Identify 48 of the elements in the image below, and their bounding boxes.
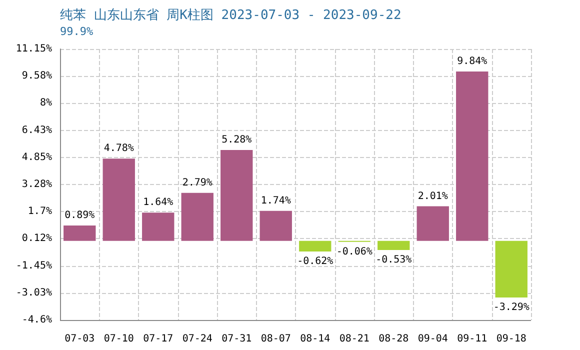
y-tick-label: -1.45% [16, 260, 52, 272]
bar [456, 72, 488, 241]
bar [102, 158, 135, 241]
data-label: 4.78% [104, 143, 134, 154]
data-label: 0.89% [64, 210, 95, 222]
bar [378, 240, 410, 250]
x-tick-label: 08-28 [378, 334, 409, 344]
bar [416, 206, 449, 241]
data-label: 9.84% [457, 56, 488, 68]
x-tick-label: 07-24 [182, 334, 212, 344]
x-tick-label: 09-11 [457, 334, 488, 344]
x-tick-label: 09-04 [418, 334, 448, 344]
bar [495, 240, 528, 298]
data-label: -0.62% [297, 256, 334, 268]
data-label: -0.06% [336, 246, 372, 258]
bar [64, 226, 96, 241]
x-tick-label: 08-07 [260, 334, 291, 344]
data-label: 1.74% [260, 195, 291, 206]
y-tick-label: -3.03% [16, 287, 52, 298]
x-tick-label: 09-18 [496, 334, 526, 344]
data-label: 2.79% [182, 177, 212, 188]
x-tick-label: 07-17 [143, 334, 174, 344]
y-tick-label: 6.43% [22, 124, 52, 136]
chart-title: 纯苯 山东山东省 周K柱图 2023-07-03 - 2023-09-22 [60, 8, 402, 23]
y-tick-label: 0.12% [22, 233, 52, 244]
data-label: 2.01% [418, 190, 448, 202]
bar [299, 240, 332, 252]
x-tick-label: 07-31 [222, 334, 252, 344]
bar [260, 210, 292, 241]
y-tick-label: 8% [40, 98, 52, 109]
x-tick-label: 07-03 [64, 334, 95, 344]
bar [220, 150, 253, 241]
x-tick-label: 08-21 [339, 334, 370, 344]
chart-subtitle: 99.9% [60, 25, 94, 38]
y-tick-label: 4.85% [22, 152, 52, 163]
data-label: -0.53% [376, 254, 412, 266]
y-tick-label: 3.28% [22, 179, 52, 190]
y-tick-label: 9.58% [22, 70, 52, 82]
y-tick-label: 11.15% [16, 44, 52, 54]
data-label: 1.64% [143, 197, 174, 208]
bar [181, 192, 214, 241]
x-tick-label: 07-10 [104, 334, 134, 344]
data-label: -3.29% [493, 302, 530, 313]
bar [142, 212, 174, 241]
x-tick-label: 08-14 [300, 334, 330, 344]
y-tick-label: 1.7% [28, 206, 52, 218]
data-label: 5.28% [222, 134, 252, 146]
y-tick-label: -4.6% [22, 314, 52, 326]
